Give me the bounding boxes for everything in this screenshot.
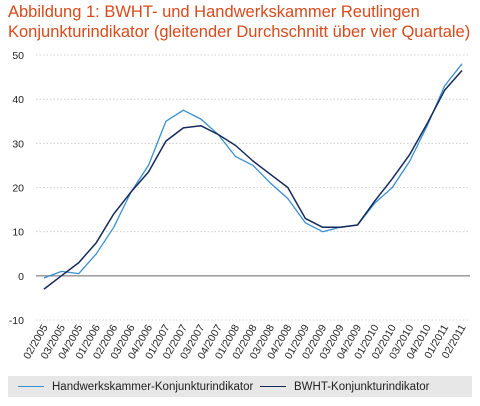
legend-swatch-handwerkskammer [18, 386, 44, 387]
series-lines [43, 63, 463, 290]
legend-label-handwerkskammer: Handwerkskammer-Konjunkturindikator [52, 380, 254, 393]
series-line-handwerkskammer [43, 63, 463, 279]
chart-title-line-2: Konjunkturindikator (gleitender Durchsch… [8, 23, 471, 41]
y-tick-label: 30 [12, 138, 24, 150]
legend-swatch-bwht [260, 386, 286, 387]
y-tick-label: 50 [12, 50, 24, 62]
grid-lines [36, 54, 470, 321]
x-axis-ticks: 02/200503/200504/200501/200602/200603/20… [21, 322, 468, 361]
y-tick-label: 20 [12, 183, 24, 195]
y-tick-label: 10 [12, 227, 24, 239]
chart-title: Abbildung 1: BWHT- und Handwerkskammer R… [8, 2, 478, 42]
y-axis-ticks: -10 0 10 20 30 40 50 [9, 50, 24, 327]
legend-item-handwerkskammer: Handwerkskammer-Konjunkturindikator [18, 376, 253, 397]
y-tick-label: 0 [18, 271, 24, 283]
legend: Handwerkskammer-Konjunkturindikator BWHT… [8, 376, 472, 397]
series-line-bwht [43, 70, 463, 290]
legend-label-bwht: BWHT-Konjunkturindikator [294, 380, 430, 393]
legend-item-bwht: BWHT-Konjunkturindikator [260, 376, 430, 397]
y-tick-label: -10 [9, 315, 24, 327]
y-tick-label: 40 [12, 94, 24, 106]
chart-title-line-1: Abbildung 1: BWHT- und Handwerkskammer R… [8, 3, 420, 21]
